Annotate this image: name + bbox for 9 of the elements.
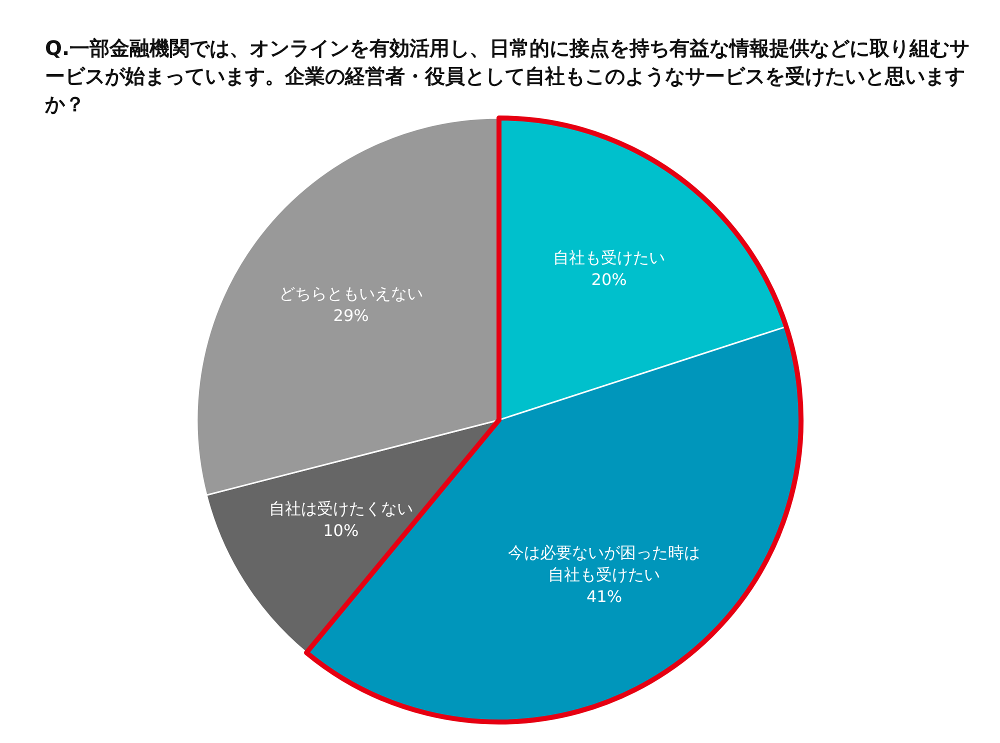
data-label: 10%	[322, 520, 360, 542]
data-label: 29%	[332, 305, 370, 328]
chart-title: Q.一部金融機関では、オンラインを有効活用し、日常的に接点を持ち有益な情報提供などに取り組むサービスが始まっています。企業の経営者・役員として自社もこのようなサービスを受けたいと思いますか？	[45, 35, 971, 118]
data-label: 41%	[585, 586, 624, 608]
slice-label: 今は必要ないが困った時は自社も受けたい	[507, 542, 702, 586]
slice-label: 自社も受けたい	[552, 246, 666, 269]
data-label: 20%	[590, 268, 628, 291]
slice-label: 自社は受けたくない	[268, 498, 414, 520]
slice-label: どちらともいえない	[278, 283, 424, 306]
